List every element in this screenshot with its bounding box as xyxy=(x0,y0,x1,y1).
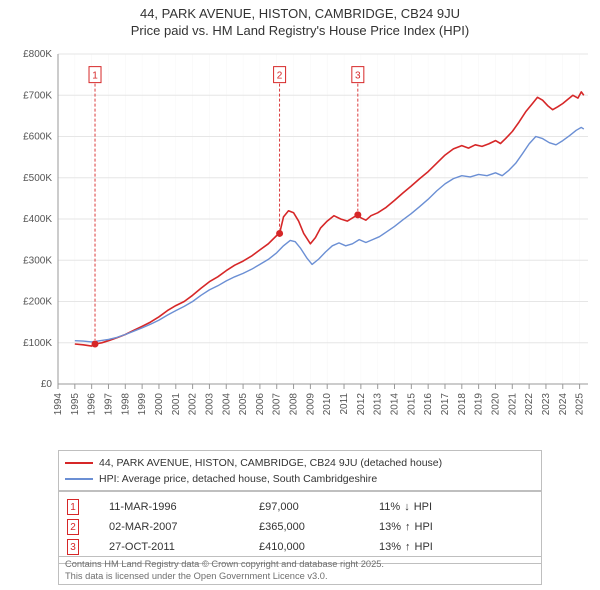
svg-text:2021: 2021 xyxy=(507,393,518,416)
legend-label: HPI: Average price, detached house, Sout… xyxy=(99,473,377,485)
svg-text:2000: 2000 xyxy=(154,393,165,416)
arrow-down-icon: ↓ xyxy=(404,501,410,513)
svg-text:2011: 2011 xyxy=(339,393,350,415)
sale-hpi-delta: 11% ↓ HPI xyxy=(379,501,432,513)
title-line-1: 44, PARK AVENUE, HISTON, CAMBRIDGE, CB24… xyxy=(0,6,600,21)
svg-text:2020: 2020 xyxy=(490,393,501,416)
svg-text:£600K: £600K xyxy=(23,132,52,143)
svg-text:£200K: £200K xyxy=(23,297,52,308)
sale-date: 02-MAR-2007 xyxy=(109,521,259,533)
sale-hpi-suffix: HPI xyxy=(415,541,433,553)
svg-text:2006: 2006 xyxy=(255,393,266,416)
svg-text:£700K: £700K xyxy=(23,90,52,101)
sale-hpi-delta: 13% ↑ HPI xyxy=(379,521,433,533)
arrow-up-icon: ↑ xyxy=(405,541,411,553)
svg-text:2002: 2002 xyxy=(188,393,199,416)
sale-hpi-delta: 13% ↑ HPI xyxy=(379,541,433,553)
sale-row: 3 27-OCT-2011£410,00013% ↑ HPI xyxy=(67,537,533,557)
svg-text:2017: 2017 xyxy=(440,393,451,416)
svg-text:2003: 2003 xyxy=(204,393,215,416)
footer-attribution: Contains HM Land Registry data © Crown c… xyxy=(58,556,542,585)
sale-hpi-pct: 11% xyxy=(379,501,400,513)
svg-text:2005: 2005 xyxy=(238,393,249,416)
sale-date: 27-OCT-2011 xyxy=(109,541,259,553)
legend-swatch xyxy=(65,478,93,480)
sale-row: 1 11-MAR-1996£97,00011% ↓ HPI xyxy=(67,497,533,517)
legend-label: 44, PARK AVENUE, HISTON, CAMBRIDGE, CB24… xyxy=(99,457,442,469)
chart-area: £0 £100K £200K £300K £400K £500K £600K £700K £80… xyxy=(0,44,600,444)
svg-text:1999: 1999 xyxy=(137,393,148,416)
sale-hpi-pct: 13% xyxy=(379,541,401,553)
footer-line-2: This data is licensed under the Open Gov… xyxy=(65,571,535,583)
sale-price: £410,000 xyxy=(259,541,379,553)
svg-text:2014: 2014 xyxy=(390,393,401,416)
footer-line-1: Contains HM Land Registry data © Crown c… xyxy=(65,559,535,571)
svg-text:1997: 1997 xyxy=(103,393,114,416)
svg-text:2001: 2001 xyxy=(171,393,182,416)
sale-price: £365,000 xyxy=(259,521,379,533)
sale-date: 11-MAR-1996 xyxy=(109,501,259,513)
chart-container: 44, PARK AVENUE, HISTON, CAMBRIDGE, CB24… xyxy=(0,0,600,590)
sale-hpi-pct: 13% xyxy=(379,521,401,533)
svg-text:2004: 2004 xyxy=(221,393,232,416)
svg-text:1998: 1998 xyxy=(120,393,131,416)
sale-marker-box: 3 xyxy=(67,539,79,555)
svg-text:2008: 2008 xyxy=(289,393,300,416)
svg-text:2013: 2013 xyxy=(373,393,384,416)
svg-text:2: 2 xyxy=(277,71,283,82)
svg-text:1995: 1995 xyxy=(70,393,81,416)
svg-text:2007: 2007 xyxy=(272,393,283,416)
svg-text:£0: £0 xyxy=(41,379,53,390)
svg-text:2012: 2012 xyxy=(356,393,367,416)
legend-item: HPI: Average price, detached house, Sout… xyxy=(65,471,535,487)
svg-text:2025: 2025 xyxy=(575,393,586,416)
title-block: 44, PARK AVENUE, HISTON, CAMBRIDGE, CB24… xyxy=(0,0,600,38)
sale-marker-box: 1 xyxy=(67,499,79,515)
legend: 44, PARK AVENUE, HISTON, CAMBRIDGE, CB24… xyxy=(58,450,542,492)
sales-table: 1 11-MAR-1996£97,00011% ↓ HPI 2 02-MAR-2007£3… xyxy=(58,490,542,564)
svg-text:£800K: £800K xyxy=(23,49,52,60)
svg-text:1994: 1994 xyxy=(53,393,64,416)
svg-text:1996: 1996 xyxy=(87,393,98,416)
sale-hpi-suffix: HPI xyxy=(414,501,432,513)
svg-text:£400K: £400K xyxy=(23,214,52,225)
svg-text:£500K: £500K xyxy=(23,173,52,184)
svg-text:2018: 2018 xyxy=(457,393,468,416)
sale-hpi-suffix: HPI xyxy=(415,521,433,533)
svg-text:£100K: £100K xyxy=(23,338,52,349)
svg-text:2016: 2016 xyxy=(423,393,434,416)
svg-text:2023: 2023 xyxy=(541,393,552,416)
svg-text:3: 3 xyxy=(355,71,361,82)
svg-text:2010: 2010 xyxy=(322,393,333,416)
arrow-up-icon: ↑ xyxy=(405,521,411,533)
sale-row: 2 02-MAR-2007£365,00013% ↑ HPI xyxy=(67,517,533,537)
sale-price: £97,000 xyxy=(259,501,379,513)
svg-text:2009: 2009 xyxy=(305,393,316,416)
line-chart-svg: £0 £100K £200K £300K £400K £500K £600K £700K £80… xyxy=(0,44,600,444)
sale-marker-box: 2 xyxy=(67,519,79,535)
svg-text:2019: 2019 xyxy=(474,393,485,416)
svg-text:2015: 2015 xyxy=(406,393,417,416)
legend-swatch xyxy=(65,462,93,464)
svg-text:£300K: £300K xyxy=(23,255,52,266)
svg-text:2024: 2024 xyxy=(558,393,569,416)
title-line-2: Price paid vs. HM Land Registry's House … xyxy=(0,23,600,38)
svg-text:1: 1 xyxy=(92,71,98,82)
svg-text:2022: 2022 xyxy=(524,393,535,416)
legend-item: 44, PARK AVENUE, HISTON, CAMBRIDGE, CB24… xyxy=(65,455,535,471)
